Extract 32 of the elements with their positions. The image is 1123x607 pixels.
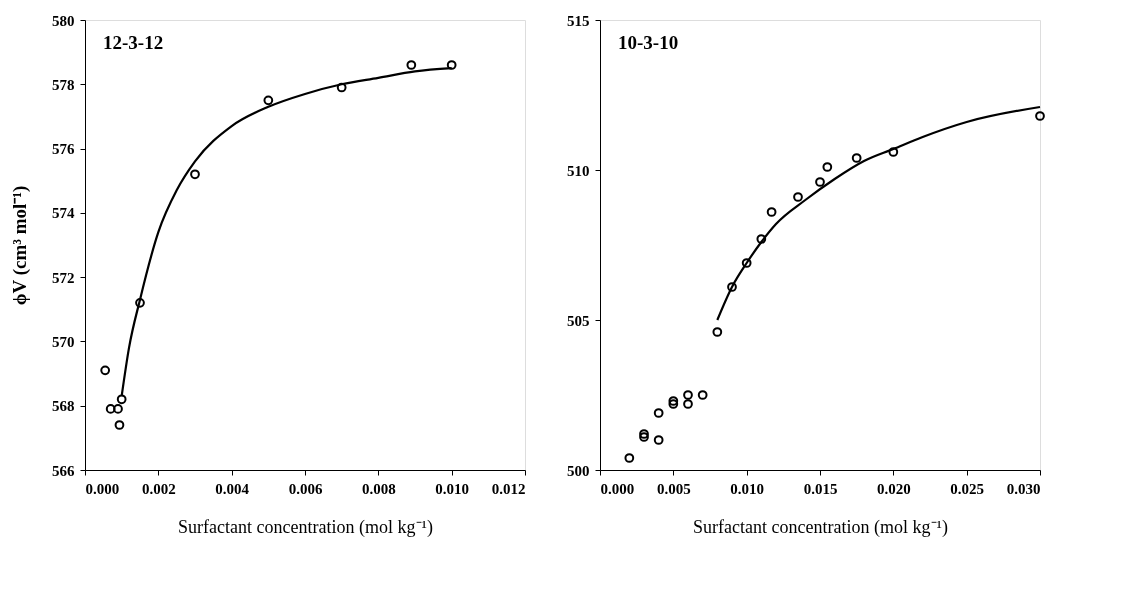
- x-axis-title: Surfactant concentration (mol kg⁻¹): [178, 516, 433, 538]
- x-tick-label: 0.005: [656, 480, 691, 497]
- x-tick-label: 0.000: [85, 480, 120, 497]
- x-tick-label: 0.012: [491, 480, 526, 497]
- y-tick-label: 574: [52, 205, 75, 222]
- y-axis-title: ϕV (cm³ mol⁻¹): [9, 185, 31, 306]
- x-tick-label: 0.002: [141, 480, 176, 497]
- y-tick-label: 510: [567, 162, 590, 179]
- annotation: 12-3-12: [103, 32, 164, 53]
- y-tick-label: 580: [52, 12, 75, 29]
- y-tick-label: 568: [52, 398, 75, 415]
- line-series: [716, 105, 1042, 322]
- y-tick-label: 578: [52, 76, 75, 93]
- x-tick-label: 0.010: [730, 480, 765, 497]
- y-tick-label: 570: [52, 333, 75, 350]
- x-axis-title: Surfactant concentration (mol kg⁻¹): [693, 516, 948, 538]
- y-tick-label: 500: [567, 462, 590, 479]
- x-tick-label: 0.000: [600, 480, 635, 497]
- y-tick-label: 566: [52, 462, 75, 479]
- y-tick-label: 505: [567, 312, 590, 329]
- x-tick-label: 0.006: [288, 480, 323, 497]
- x-tick-label: 0.010: [435, 480, 470, 497]
- x-tick-label: 0.025: [950, 480, 985, 497]
- y-tick-label: 576: [52, 141, 75, 158]
- y-tick-label: 572: [52, 269, 75, 286]
- y-tick-label: 515: [567, 12, 590, 29]
- x-tick-label: 0.004: [215, 480, 250, 497]
- x-tick-label: 0.020: [876, 480, 911, 497]
- x-tick-label: 0.015: [803, 480, 838, 497]
- annotation: 10-3-10: [618, 32, 679, 53]
- x-tick-label: 0.008: [361, 480, 396, 497]
- x-tick-label: 0.030: [1006, 480, 1041, 497]
